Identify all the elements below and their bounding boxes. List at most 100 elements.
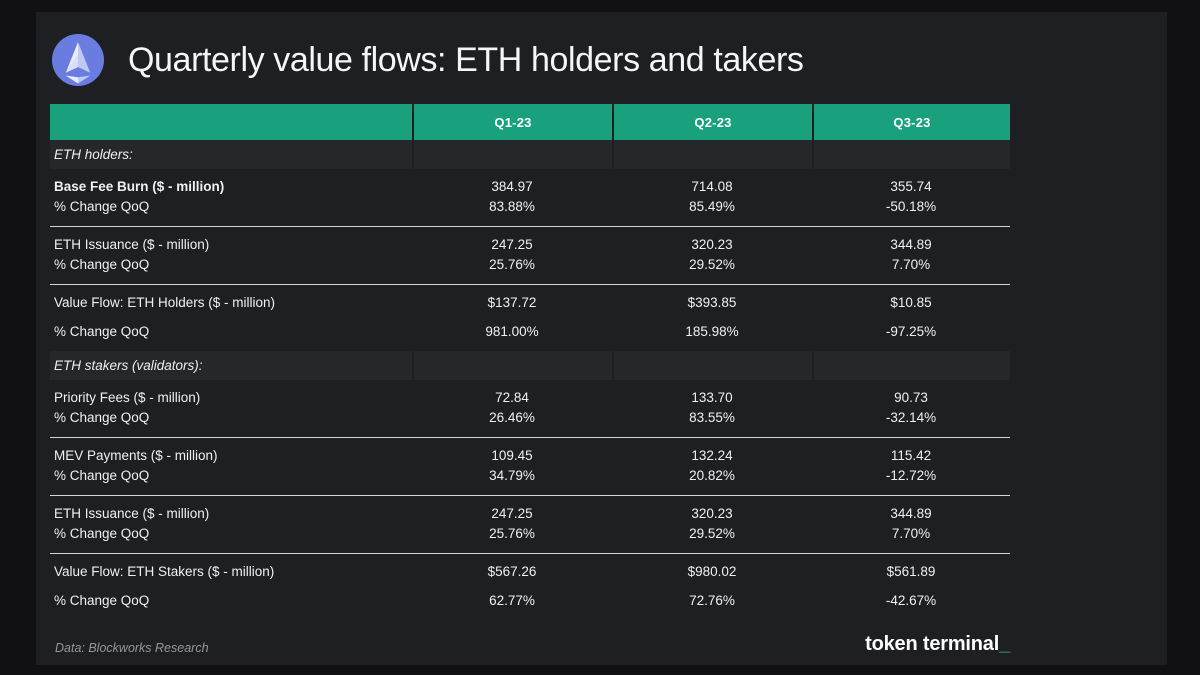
metric-value-cell: 355.74	[890, 179, 932, 194]
qoq-value-cell: 85.49%	[689, 199, 735, 214]
metric-label: Value Flow: ETH Holders ($ - million)	[54, 295, 276, 310]
row-divider	[50, 437, 1010, 438]
value-flows-table: Q1-23 Q2-23 Q3-23 ETH holders: Base Fee B…	[50, 104, 1010, 620]
qoq-row: % Change QoQ 25.76% 29.52% 7.70%	[50, 255, 1010, 275]
metric-value-cell: $137.72	[487, 295, 537, 310]
qoq-value-cell: 83.88%	[489, 199, 535, 214]
qoq-label: % Change QoQ	[54, 257, 150, 272]
ethereum-icon	[52, 34, 104, 86]
metric-value-cell: 115.42	[890, 448, 932, 463]
metric-value-cell: $393.85	[687, 295, 737, 310]
metric-value-cell: 133.70	[691, 390, 733, 405]
data-source-note: Data: Blockworks Research	[55, 641, 209, 655]
qoq-value-cell: 29.52%	[689, 257, 735, 272]
qoq-value-cell: 20.82%	[689, 468, 735, 483]
qoq-row: % Change QoQ 981.00% 185.98% -97.25%	[50, 322, 1010, 342]
section-header-row: ETH holders:	[50, 140, 1010, 169]
column-header-q2: Q2-23	[612, 104, 812, 140]
qoq-value-cell: 83.55%	[689, 410, 735, 425]
metric-value-cell: 109.45	[491, 448, 533, 463]
metric-value-cell: $561.89	[886, 564, 936, 579]
metric-row: Value Flow: ETH Stakers ($ - million) $56…	[50, 562, 1010, 582]
metric-row: Value Flow: ETH Holders ($ - million) $13…	[50, 293, 1010, 313]
metric-value-cell: $980.02	[687, 564, 737, 579]
qoq-value-cell: 62.77%	[489, 593, 535, 608]
metric-value-cell: 384.97	[491, 179, 533, 194]
qoq-value-cell: 26.46%	[489, 410, 535, 425]
qoq-value-cell: 7.70%	[891, 526, 931, 541]
metric-value-cell: 344.89	[890, 506, 932, 521]
metric-row: ETH Issuance ($ - million) 247.25 320.23 34…	[50, 235, 1010, 255]
metric-row: Priority Fees ($ - million) 72.84 133.70 90…	[50, 388, 1010, 408]
qoq-value-cell: 25.76%	[489, 257, 535, 272]
qoq-value-cell: 29.52%	[689, 526, 735, 541]
brand-cursor-underscore: _	[999, 633, 1010, 655]
qoq-value-cell: 72.76%	[689, 593, 735, 608]
metric-group: ETH Issuance ($ - million) 247.25 320.23 34…	[50, 227, 1010, 284]
metric-value-cell: 72.84	[495, 390, 529, 405]
metric-group: ETH Issuance ($ - million) 247.25 320.23 34…	[50, 496, 1010, 553]
header: Quarterly value flows: ETH holders and t…	[52, 34, 1167, 86]
column-header-q1: Q1-23	[412, 104, 612, 140]
metric-label: MEV Payments ($ - million)	[54, 448, 218, 463]
qoq-row: % Change QoQ 26.46% 83.55% -32.14%	[50, 408, 1010, 428]
qoq-row: % Change QoQ 62.77% 72.76% -42.67%	[50, 591, 1010, 611]
metric-value-cell: 320.23	[691, 237, 733, 252]
total-metric-group: Value Flow: ETH Holders ($ - million) $13…	[50, 285, 1010, 351]
qoq-label: % Change QoQ	[54, 199, 150, 214]
metric-label: Base Fee Burn ($ - million)	[54, 179, 225, 194]
qoq-label: % Change QoQ	[54, 324, 150, 339]
qoq-row: % Change QoQ 83.88% 85.49% -50.18%	[50, 197, 1010, 217]
metric-row: Base Fee Burn ($ - million) 384.97 714.08 3…	[50, 177, 1010, 197]
row-divider	[50, 284, 1010, 285]
qoq-value-cell: 25.76%	[489, 526, 535, 541]
section-header-row: ETH stakers (validators):	[50, 351, 1010, 380]
metric-row: ETH Issuance ($ - million) 247.25 320.23 34…	[50, 504, 1010, 524]
qoq-value-cell: -32.14%	[885, 410, 937, 425]
metric-value-cell: 90.73	[894, 390, 928, 405]
metric-group: MEV Payments ($ - million) 109.45 132.24 11…	[50, 438, 1010, 495]
qoq-value-cell: 185.98%	[685, 324, 739, 339]
metric-label: ETH Issuance ($ - million)	[54, 506, 210, 521]
metric-value-cell: $10.85	[890, 295, 932, 310]
section-label: ETH holders:	[54, 147, 133, 162]
row-divider	[50, 553, 1010, 554]
metric-value-cell: 247.25	[491, 506, 533, 521]
qoq-value-cell: -50.18%	[885, 199, 937, 214]
table-header-row: Q1-23 Q2-23 Q3-23	[50, 104, 1010, 140]
metric-value-cell: 714.08	[691, 179, 733, 194]
qoq-label: % Change QoQ	[54, 526, 150, 541]
section-empty-cell	[612, 140, 812, 169]
row-divider	[50, 226, 1010, 227]
header-spacer-cell	[50, 104, 412, 140]
section-empty-cell	[612, 351, 812, 380]
card-panel: Quarterly value flows: ETH holders and t…	[36, 12, 1167, 665]
metric-value-cell: 320.23	[691, 506, 733, 521]
metric-value-cell: 132.24	[691, 448, 733, 463]
section-empty-cell	[812, 140, 1010, 169]
token-terminal-logo: token terminal_	[865, 633, 1010, 656]
metric-value-cell: 344.89	[890, 237, 932, 252]
qoq-value-cell: 7.70%	[891, 257, 931, 272]
qoq-value-cell: -12.72%	[885, 468, 937, 483]
section-empty-cell	[412, 140, 612, 169]
qoq-value-cell: 981.00%	[485, 324, 539, 339]
token-terminal-wordmark: token terminal	[865, 633, 1000, 655]
metric-label: Priority Fees ($ - million)	[54, 390, 201, 405]
row-divider	[50, 495, 1010, 496]
qoq-label: % Change QoQ	[54, 410, 150, 425]
table-body: ETH holders: Base Fee Burn ($ - million) 3…	[50, 140, 1010, 620]
metric-label: Value Flow: ETH Stakers ($ - million)	[54, 564, 275, 579]
qoq-label: % Change QoQ	[54, 468, 150, 483]
metric-group: Base Fee Burn ($ - million) 384.97 714.08 3…	[50, 169, 1010, 226]
metric-group: Priority Fees ($ - million) 72.84 133.70 90…	[50, 380, 1010, 437]
qoq-value-cell: -97.25%	[885, 324, 937, 339]
qoq-row: % Change QoQ 25.76% 29.52% 7.70%	[50, 524, 1010, 544]
qoq-value-cell: 34.79%	[489, 468, 535, 483]
section-empty-cell	[412, 351, 612, 380]
metric-value-cell: $567.26	[487, 564, 537, 579]
section-empty-cell	[812, 351, 1010, 380]
metric-label: ETH Issuance ($ - million)	[54, 237, 210, 252]
column-header-q3: Q3-23	[812, 104, 1010, 140]
